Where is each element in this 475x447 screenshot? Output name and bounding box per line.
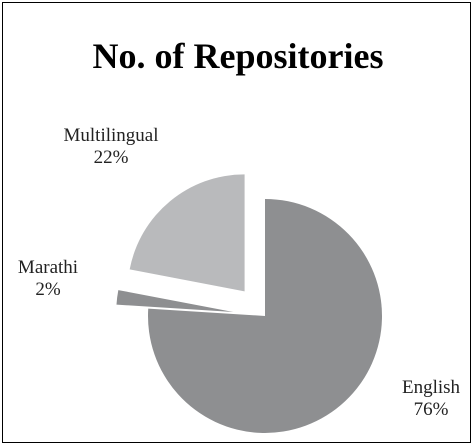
- pie-chart: No. of Repositories English 76% Marathi 2% M…: [18, 36, 461, 434]
- slice-marathi: [116, 290, 234, 312]
- slice-english: [147, 199, 382, 434]
- chart-frame: No. of Repositories English 76% Marathi 2% M…: [2, 2, 471, 443]
- slice-multilingual: [129, 174, 245, 292]
- pie-slices: [116, 174, 382, 434]
- slice-label-multilingual: Multilingual 22%: [64, 125, 159, 168]
- slice-label-marathi: Marathi 2%: [18, 257, 78, 300]
- pie-labels: English 76% Marathi 2% Multilingual 22%: [18, 125, 461, 420]
- slice-label-english: English 76%: [402, 377, 461, 420]
- chart-title: No. of Repositories: [93, 36, 384, 76]
